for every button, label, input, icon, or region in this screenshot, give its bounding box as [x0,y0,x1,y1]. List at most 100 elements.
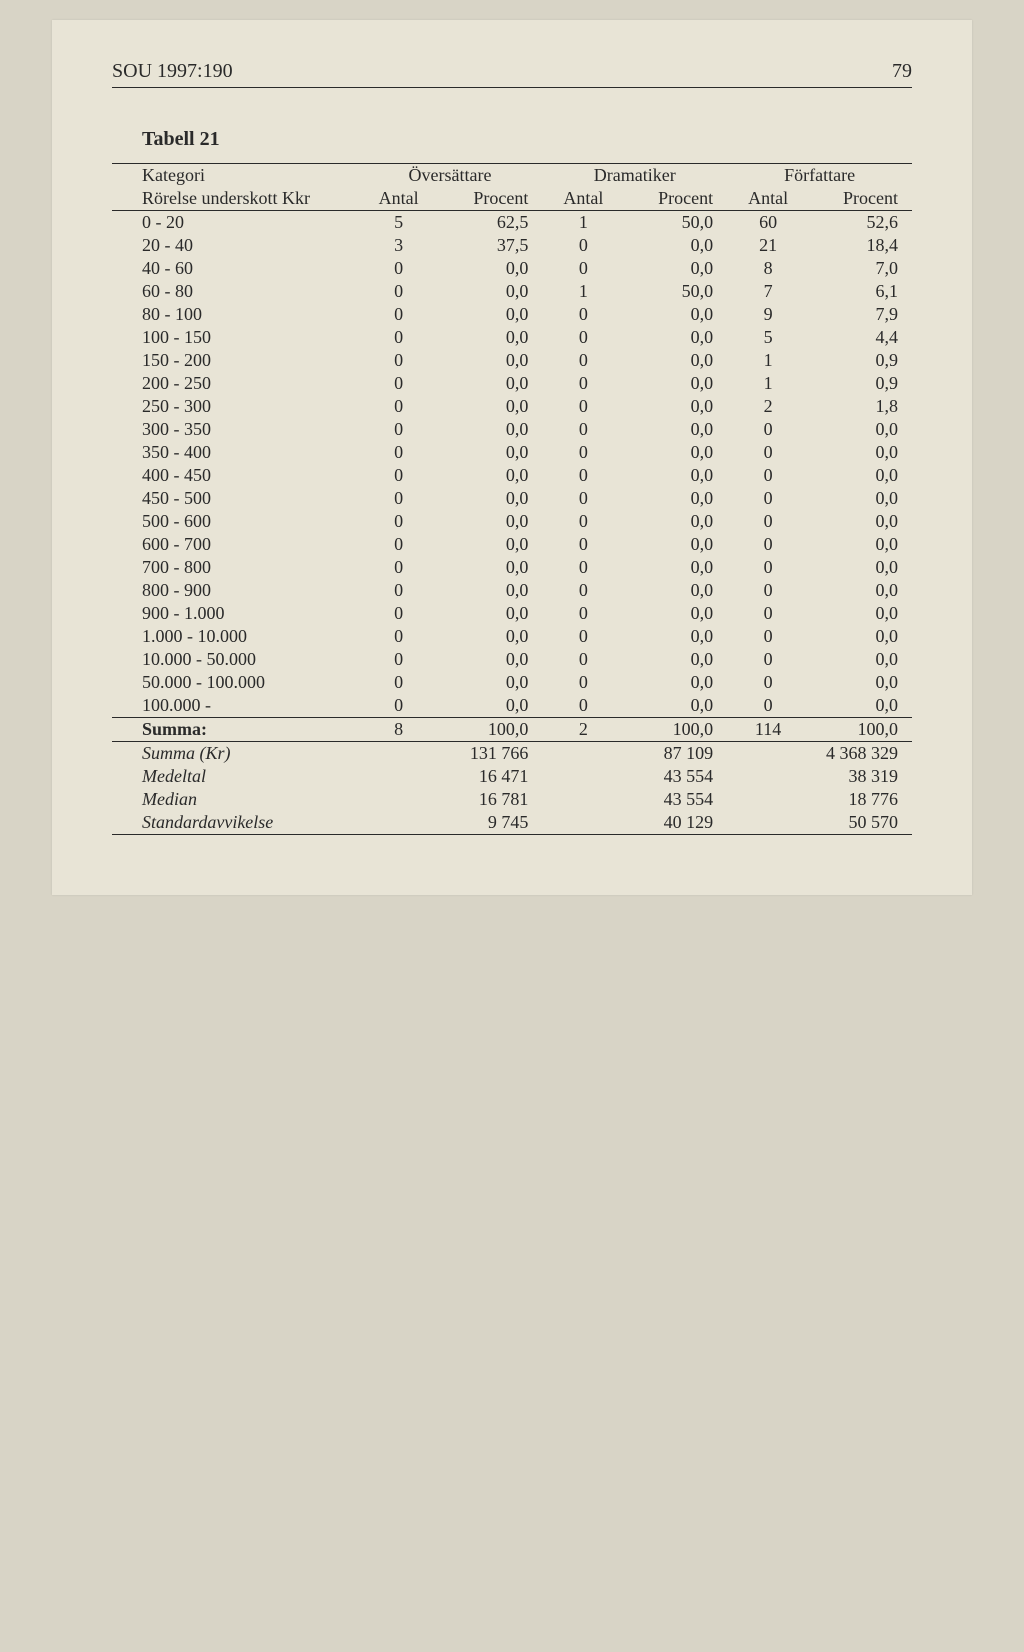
row-category: 400 - 450 [112,464,358,487]
row-value: 18,4 [809,234,912,257]
row-value: 0,0 [624,349,727,372]
table-row: 40 - 6000,000,087,0 [112,257,912,280]
row-value: 0,0 [809,671,912,694]
row-value: 1 [542,211,624,235]
row-value: 0,9 [809,349,912,372]
table-row: 1.000 - 10.00000,000,000,0 [112,625,912,648]
col-sub-antal-1: Antal [542,187,624,211]
stats-value: 38 319 [727,765,912,788]
row-value: 5 [727,326,809,349]
row-value: 0,0 [624,441,727,464]
row-category: 450 - 500 [112,487,358,510]
col-sub-procent-2: Procent [809,187,912,211]
row-value: 0 [358,510,440,533]
row-value: 0 [358,257,440,280]
row-value: 8 [727,257,809,280]
col-category-sub: Rörelse underskott Kkr [112,187,358,211]
row-value: 0,0 [440,533,543,556]
row-value: 0,0 [440,395,543,418]
row-value: 0,0 [440,602,543,625]
row-value: 0,0 [624,625,727,648]
row-value: 0,0 [624,579,727,602]
row-value: 0 [358,556,440,579]
row-value: 0 [727,579,809,602]
row-value: 1 [727,349,809,372]
row-value: 0 [542,349,624,372]
row-value: 0,0 [809,648,912,671]
row-value: 0 [727,602,809,625]
row-category: 10.000 - 50.000 [112,648,358,671]
row-category: 40 - 60 [112,257,358,280]
row-value: 7 [727,280,809,303]
row-value: 0,0 [440,257,543,280]
row-value: 0,0 [809,694,912,718]
row-value: 0,0 [624,464,727,487]
row-value: 5 [358,211,440,235]
row-category: 700 - 800 [112,556,358,579]
table-title: Tabell 21 [142,128,912,151]
stats-value: 43 554 [542,788,727,811]
row-value: 0,0 [440,487,543,510]
row-value: 0 [542,464,624,487]
row-value: 0,0 [440,579,543,602]
table-row: 500 - 60000,000,000,0 [112,510,912,533]
row-value: 0 [542,418,624,441]
table-row: 150 - 20000,000,010,9 [112,349,912,372]
row-category: 20 - 40 [112,234,358,257]
table-row: 0 - 20562,5150,06052,6 [112,211,912,235]
row-value: 0 [542,625,624,648]
stats-value: 9 745 [358,811,543,835]
row-value: 7,9 [809,303,912,326]
stats-label: Standardavvikelse [112,811,358,835]
row-value: 62,5 [440,211,543,235]
row-value: 0,0 [440,671,543,694]
summa-v4: 114 [727,718,809,742]
stats-value: 43 554 [542,765,727,788]
row-value: 0,0 [440,280,543,303]
row-value: 0 [727,464,809,487]
row-category: 1.000 - 10.000 [112,625,358,648]
summa-v1: 100,0 [440,718,543,742]
row-value: 0,9 [809,372,912,395]
col-group-2: Författare [727,164,912,188]
table-row: 200 - 25000,000,010,9 [112,372,912,395]
row-value: 21 [727,234,809,257]
table-row: 300 - 35000,000,000,0 [112,418,912,441]
row-value: 0,0 [624,372,727,395]
row-value: 0,0 [624,418,727,441]
table-row: 600 - 70000,000,000,0 [112,533,912,556]
row-value: 4,4 [809,326,912,349]
row-category: 80 - 100 [112,303,358,326]
col-sub-antal-0: Antal [358,187,440,211]
stats-value: 4 368 329 [727,742,912,766]
row-value: 0,0 [809,625,912,648]
row-value: 0,0 [440,418,543,441]
row-value: 0 [358,625,440,648]
row-value: 0 [727,441,809,464]
row-category: 200 - 250 [112,372,358,395]
row-value: 0 [542,326,624,349]
table-row: 100 - 15000,000,054,4 [112,326,912,349]
row-value: 1 [727,372,809,395]
row-value: 0,0 [624,694,727,718]
row-category: 50.000 - 100.000 [112,671,358,694]
table-row: 60 - 8000,0150,076,1 [112,280,912,303]
row-value: 0 [358,326,440,349]
row-value: 0 [542,579,624,602]
data-table: Kategori Översättare Dramatiker Författa… [112,163,912,835]
col-sub-antal-2: Antal [727,187,809,211]
table-summa-row: Summa: 8 100,0 2 100,0 114 100,0 [112,718,912,742]
col-group-1: Dramatiker [542,164,727,188]
row-value: 0,0 [440,648,543,671]
row-value: 37,5 [440,234,543,257]
table-row: 350 - 40000,000,000,0 [112,441,912,464]
row-value: 0,0 [440,326,543,349]
table-row: 100.000 -00,000,000,0 [112,694,912,718]
page-header: SOU 1997:190 79 [112,60,912,88]
row-value: 0 [542,234,624,257]
row-value: 0,0 [624,234,727,257]
row-value: 0 [727,648,809,671]
table-row: 50.000 - 100.00000,000,000,0 [112,671,912,694]
row-value: 0 [727,510,809,533]
row-value: 0 [727,533,809,556]
